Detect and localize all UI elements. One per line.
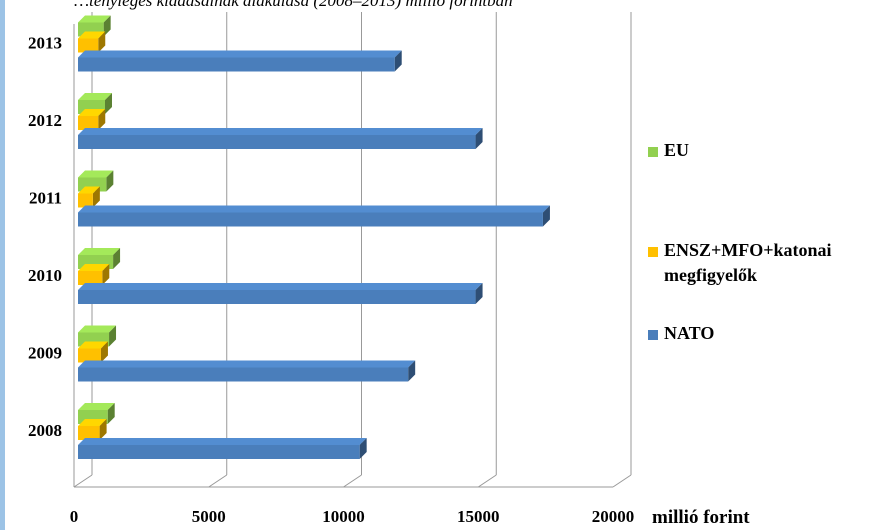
bar-ensz-mfo-katonai-megfigyel-k-2009 bbox=[78, 341, 108, 363]
bar-nato-2008 bbox=[78, 438, 367, 459]
bar-ensz-mfo-katonai-megfigyel-k-2008 bbox=[78, 419, 107, 440]
left-border bbox=[0, 0, 5, 530]
legend-label: EU bbox=[664, 140, 690, 160]
category-label: 2013 bbox=[28, 34, 62, 53]
category-labels: 2008 2009 2010 2011 2012 2013 bbox=[28, 34, 62, 441]
x-tick-label: 10000 bbox=[322, 507, 365, 526]
bars bbox=[78, 15, 550, 459]
legend-swatch bbox=[648, 247, 658, 257]
chart-title-fragment: …tényleges kiadásainak alakulása (2008–2… bbox=[74, 0, 513, 10]
legend-swatch bbox=[648, 147, 658, 157]
bar-ensz-mfo-katonai-megfigyel-k-2010 bbox=[78, 264, 110, 285]
bar-nato-2012 bbox=[78, 128, 483, 149]
legend-swatch bbox=[648, 330, 658, 340]
gridline-floor-0 bbox=[73, 474, 93, 488]
legend-label: ENSZ+MFO+katonai megfigyelők bbox=[664, 240, 832, 285]
gridline-floor-1 bbox=[208, 474, 228, 488]
x-tick-label: 15000 bbox=[457, 507, 500, 526]
gridline-floor-3 bbox=[477, 474, 497, 488]
legend-label: NATO bbox=[664, 323, 715, 343]
category-label: 2012 bbox=[28, 111, 62, 130]
gridline-floor-4 bbox=[612, 474, 632, 488]
bar-nato-2009 bbox=[78, 360, 416, 382]
category-label: 2010 bbox=[28, 266, 62, 285]
x-tick-labels: 0 5000 10000 15000 20000 bbox=[70, 507, 635, 526]
bar-nato-2013 bbox=[78, 50, 402, 72]
gridlines bbox=[73, 12, 632, 488]
bar-ensz-mfo-katonai-megfigyel-k-2013 bbox=[78, 31, 106, 53]
gridline-floor-2 bbox=[343, 474, 362, 488]
category-label: 2008 bbox=[28, 421, 62, 440]
bar-nato-2011 bbox=[78, 205, 550, 227]
x-tick-label: 0 bbox=[70, 507, 79, 526]
bar-ensz-mfo-katonai-megfigyel-k-2012 bbox=[78, 109, 106, 130]
category-label: 2009 bbox=[28, 344, 62, 363]
bar-ensz-mfo-katonai-megfigyel-k-2011 bbox=[78, 186, 100, 208]
x-tick-label: 20000 bbox=[592, 507, 635, 526]
bar-nato-2010 bbox=[78, 283, 483, 304]
x-axis-title: millió forint bbox=[652, 507, 750, 528]
x-tick-label: 5000 bbox=[192, 507, 226, 526]
category-label: 2011 bbox=[29, 189, 62, 208]
